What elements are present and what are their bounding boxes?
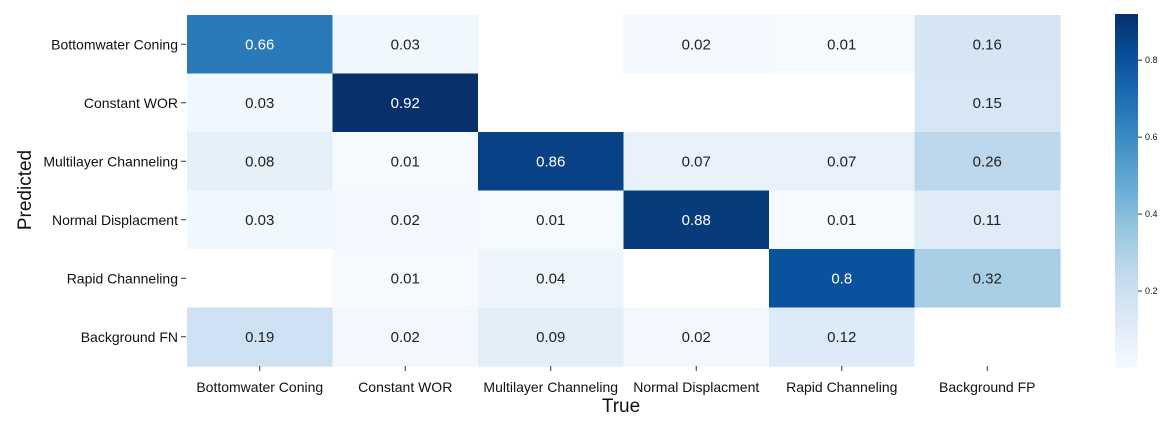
cell-value-label: 0.02 bbox=[391, 329, 420, 346]
heatmap-cell bbox=[914, 132, 1061, 192]
heatmap-cell bbox=[332, 307, 479, 367]
heatmap-cell bbox=[769, 190, 916, 250]
heatmap-cell bbox=[187, 132, 334, 192]
heatmap-cell bbox=[187, 190, 334, 250]
heatmap-cell bbox=[478, 190, 625, 250]
cell-value-label: 0.09 bbox=[536, 329, 565, 346]
heatmap-cell bbox=[187, 307, 334, 367]
y-tick-label: Background FN bbox=[81, 329, 178, 345]
x-tick-label: Rapid Channeling bbox=[786, 379, 897, 395]
heatmap-cell bbox=[914, 15, 1061, 75]
cell-value-label: 0.01 bbox=[827, 36, 856, 53]
cell-value-label: 0.32 bbox=[973, 270, 1002, 287]
colorbar-tick-label: 0.8 bbox=[1145, 55, 1158, 65]
y-tick-label: Constant WOR bbox=[84, 95, 178, 111]
heatmap-cell bbox=[769, 73, 916, 133]
cell-value-label: 0.08 bbox=[245, 153, 274, 170]
heatmap-cell bbox=[332, 73, 479, 133]
heatmap-cell bbox=[187, 15, 334, 75]
x-tick-label: Normal Displacment bbox=[633, 379, 759, 395]
heatmap-cell bbox=[478, 73, 625, 133]
y-axis-ticks: Bottomwater Coning Constant WOR Multilayer… bbox=[43, 36, 186, 345]
colorbar-tick-label: 0.2 bbox=[1145, 286, 1158, 296]
y-tick-label: Normal Displacment bbox=[52, 212, 178, 228]
x-tick-label: Background FP bbox=[939, 379, 1036, 395]
heatmap-cell bbox=[769, 15, 916, 75]
heatmap-cell bbox=[478, 132, 625, 192]
cell-value-label: 0.03 bbox=[391, 36, 420, 53]
cell-value-label: 0.02 bbox=[391, 212, 420, 229]
cell-value-label: 0.86 bbox=[536, 153, 565, 170]
heatmap-cell bbox=[623, 132, 770, 192]
cell-value-label: 0.66 bbox=[245, 36, 274, 53]
colorbar-tick-label: 0.6 bbox=[1145, 132, 1158, 142]
cell-value-label: 0.88 bbox=[682, 212, 711, 229]
heatmap-cell bbox=[914, 249, 1061, 309]
cell-value-label: 0.04 bbox=[536, 270, 565, 287]
heatmap-cell bbox=[623, 307, 770, 367]
heatmap-cell bbox=[914, 190, 1061, 250]
cell-value-label: 0.07 bbox=[682, 153, 711, 170]
cell-value-label: 0.01 bbox=[391, 270, 420, 287]
cell-value-label: 0.02 bbox=[682, 36, 711, 53]
heatmap-cell bbox=[769, 307, 916, 367]
heatmap-cell bbox=[769, 132, 916, 192]
heatmap-cell bbox=[187, 249, 334, 309]
heatmap-cell bbox=[332, 15, 479, 75]
cell-value-label: 0.11 bbox=[973, 212, 1001, 229]
heatmap-cell bbox=[332, 190, 479, 250]
heatmap-cell bbox=[478, 15, 625, 75]
y-tick-label: Bottomwater Coning bbox=[51, 36, 178, 52]
x-axis-label: True bbox=[602, 396, 640, 417]
heatmap-cell bbox=[623, 190, 770, 250]
heatmap-cell bbox=[187, 73, 334, 133]
cell-value-label: 0.01 bbox=[827, 212, 856, 229]
cell-value-label: 0.01 bbox=[536, 212, 565, 229]
cell-value-label: 0.12 bbox=[827, 329, 856, 346]
cell-value-label: 0.16 bbox=[973, 36, 1002, 53]
x-tick-label: Bottomwater Coning bbox=[196, 379, 323, 395]
cell-value-label: 0.19 bbox=[245, 329, 274, 346]
cell-value-label: 0.92 bbox=[391, 95, 420, 112]
y-tick-label: Rapid Channeling bbox=[67, 270, 178, 286]
y-axis-label: Predicted bbox=[15, 150, 36, 230]
x-axis-ticks: Bottomwater Coning Constant WOR Multilayer… bbox=[196, 366, 1036, 395]
cell-value-label: 0.01 bbox=[391, 153, 420, 170]
heatmap-cell bbox=[769, 249, 916, 309]
cell-value-label: 0.8 bbox=[831, 270, 852, 287]
heatmap-cell bbox=[623, 249, 770, 309]
cell-value-label: 0.15 bbox=[973, 95, 1002, 112]
heatmap-cell bbox=[332, 132, 479, 192]
cell-value-label: 0.03 bbox=[245, 212, 274, 229]
colorbar: 0.2 0.4 0.6 0.8 bbox=[1115, 14, 1158, 368]
cell-value-label: 0.02 bbox=[682, 329, 711, 346]
heatmap-cell bbox=[914, 307, 1061, 367]
heatmap-cell bbox=[478, 249, 625, 309]
x-tick-label: Multilayer Channeling bbox=[483, 379, 618, 395]
y-tick-label: Multilayer Channeling bbox=[43, 153, 178, 169]
cell-value-label: 0.03 bbox=[245, 95, 274, 112]
x-tick-label: Constant WOR bbox=[358, 379, 452, 395]
heatmap-cell bbox=[623, 15, 770, 75]
heatmap-cell bbox=[623, 73, 770, 133]
cell-value-label: 0.07 bbox=[827, 153, 856, 170]
colorbar-gradient bbox=[1115, 14, 1138, 368]
cell-value-label: 0.26 bbox=[973, 153, 1002, 170]
colorbar-tick-label: 0.4 bbox=[1145, 209, 1158, 219]
heatmap-cell bbox=[478, 307, 625, 367]
heatmap-cells: 0.66 0.03 0.02 0.01 0.16 0.03 0.92 0.15 0.08 0.01… bbox=[187, 15, 1061, 367]
heatmap-cell bbox=[332, 249, 479, 309]
heatmap-cell bbox=[914, 73, 1061, 133]
